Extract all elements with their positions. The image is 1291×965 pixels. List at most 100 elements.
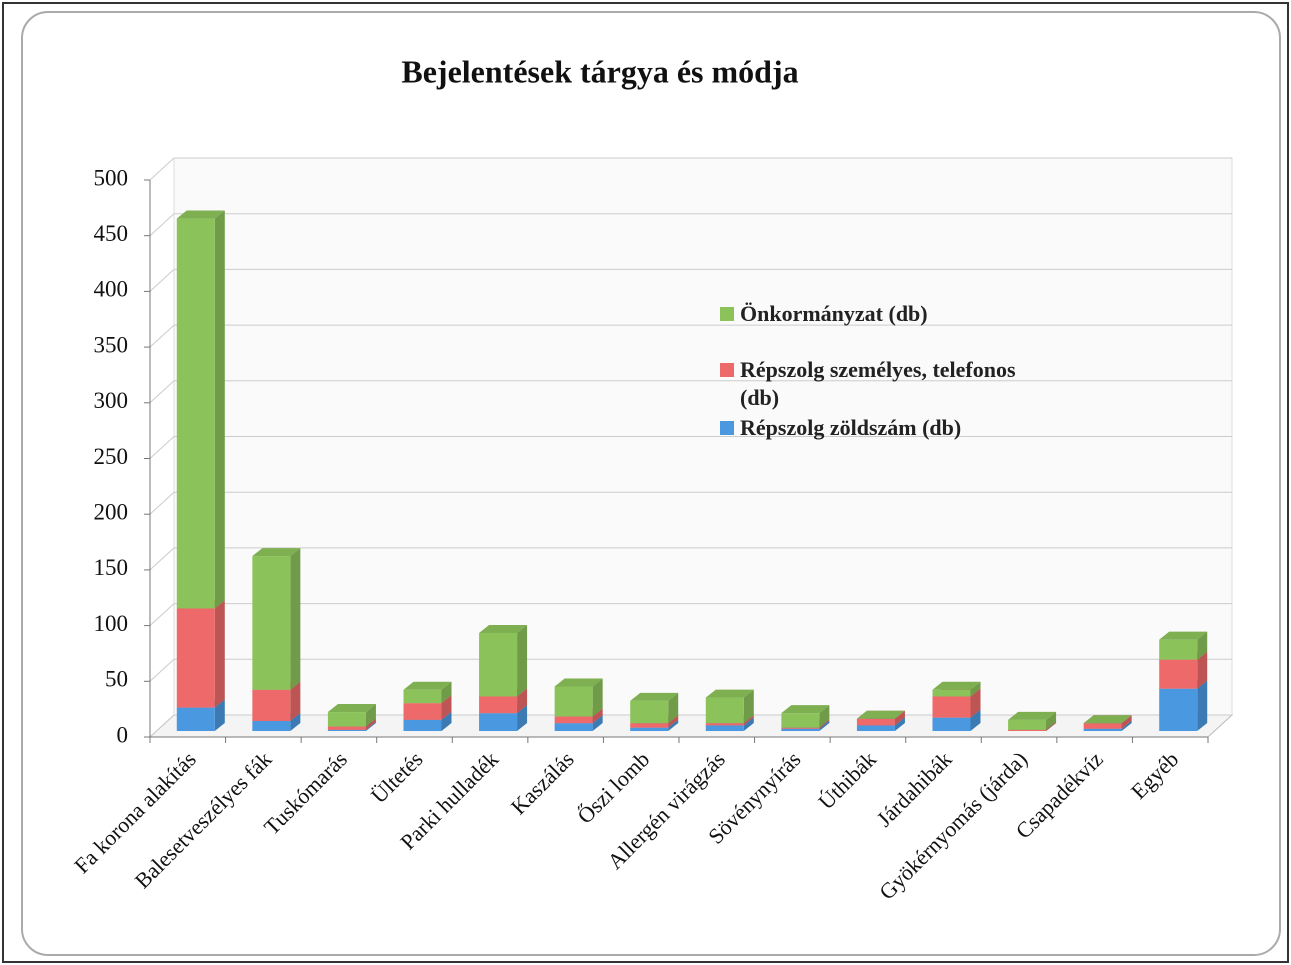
- y-tick-label: 250: [94, 444, 129, 469]
- y-tick-label: 500: [94, 165, 129, 190]
- bar: [1159, 688, 1198, 731]
- bar: [705, 697, 744, 724]
- bar: [781, 727, 820, 729]
- grid-side: [149, 658, 175, 682]
- bar: [932, 717, 971, 731]
- bar-side: [290, 681, 301, 721]
- bar-side: [970, 709, 981, 731]
- bar-side: [1197, 631, 1208, 660]
- bar: [252, 689, 291, 721]
- bar: [630, 723, 669, 728]
- bar-side: [1121, 720, 1132, 731]
- grid-side: [149, 213, 175, 237]
- bar-side: [592, 708, 603, 724]
- bar: [1083, 728, 1122, 731]
- bar-side: [290, 548, 301, 690]
- bar: [705, 723, 744, 726]
- bar: [705, 725, 744, 731]
- bar-side: [592, 678, 603, 717]
- bar-side: [365, 718, 376, 730]
- bar-side: [743, 715, 754, 726]
- bar-side: [441, 695, 452, 720]
- grid-side: [149, 380, 175, 404]
- bar-side: [1046, 711, 1057, 730]
- bar: [932, 689, 971, 697]
- bar: [479, 696, 518, 714]
- bar-side: [214, 600, 225, 708]
- bar-top: [327, 704, 376, 713]
- bar-side: [819, 720, 830, 731]
- bar-side: [668, 692, 679, 724]
- bar: [781, 713, 820, 728]
- legend-label: Répszolg zöldszám (db): [740, 415, 962, 440]
- bar-side: [214, 210, 225, 609]
- bar-top: [554, 678, 603, 687]
- legend-swatch: [720, 421, 734, 435]
- bar-side: [517, 705, 528, 731]
- grid-side: [149, 157, 175, 181]
- y-tick-label: 300: [94, 388, 129, 413]
- bar: [554, 716, 593, 724]
- chart-title: Bejelentések tárgya és módja: [401, 53, 798, 89]
- bar: [932, 696, 971, 718]
- bar-top: [1083, 715, 1132, 724]
- y-tick-label: 50: [105, 667, 128, 692]
- grid-side: [149, 603, 175, 626]
- bar-side: [517, 624, 528, 697]
- y-tick-label: 150: [94, 555, 129, 580]
- y-tick-label: 0: [117, 722, 129, 747]
- floor: [148, 714, 1234, 738]
- bar-top: [705, 689, 754, 698]
- y-tick-label: 200: [94, 499, 129, 524]
- bar-top: [1008, 711, 1057, 720]
- bar-side: [1046, 721, 1057, 731]
- legend-swatch: [720, 363, 734, 377]
- bar-side: [441, 711, 452, 731]
- bar-side: [743, 689, 754, 724]
- bar: [1083, 723, 1122, 729]
- bar-top: [252, 548, 301, 557]
- bar: [479, 713, 518, 731]
- grid-side: [149, 547, 175, 571]
- bar: [856, 718, 895, 726]
- bar-side: [441, 681, 452, 704]
- bar-top: [630, 692, 679, 701]
- bar: [630, 700, 669, 724]
- bar-top: [403, 681, 452, 690]
- y-tick-label: 450: [94, 221, 129, 246]
- legend-swatch: [720, 307, 734, 321]
- bar-side: [970, 688, 981, 718]
- bar: [252, 556, 291, 690]
- bar: [403, 689, 442, 704]
- bar-side: [894, 710, 905, 726]
- bar: [327, 726, 366, 730]
- legend-item: Önkormányzat (db): [720, 300, 1020, 328]
- bar: [1159, 639, 1198, 660]
- legend-label: Önkormányzat (db): [740, 301, 928, 326]
- bar: [176, 608, 215, 708]
- bar-top: [479, 624, 528, 633]
- bar-top: [932, 681, 981, 690]
- bar-side: [894, 717, 905, 731]
- grid-side: [149, 436, 175, 459]
- bar: [554, 723, 593, 731]
- legend: Önkormányzat (db) Répszolg személyes, tel…: [720, 300, 1020, 470]
- bar-side: [1197, 680, 1208, 731]
- bar-side: [365, 704, 376, 727]
- grid-side: [149, 324, 175, 348]
- y-tick-label: 100: [94, 611, 129, 636]
- bar: [327, 712, 366, 727]
- bar-side: [668, 715, 679, 728]
- bar: [479, 632, 518, 697]
- bar-top: [856, 710, 905, 719]
- bar-side: [365, 721, 376, 731]
- bar-side: [743, 717, 754, 731]
- legend-item: Répszolg személyes, telefonos (db): [720, 356, 1020, 412]
- legend-label: Répszolg személyes, telefonos (db): [740, 357, 1016, 410]
- grid-side: [149, 491, 175, 515]
- bar: [856, 725, 895, 731]
- bar: [1159, 659, 1198, 689]
- bar: [781, 728, 820, 731]
